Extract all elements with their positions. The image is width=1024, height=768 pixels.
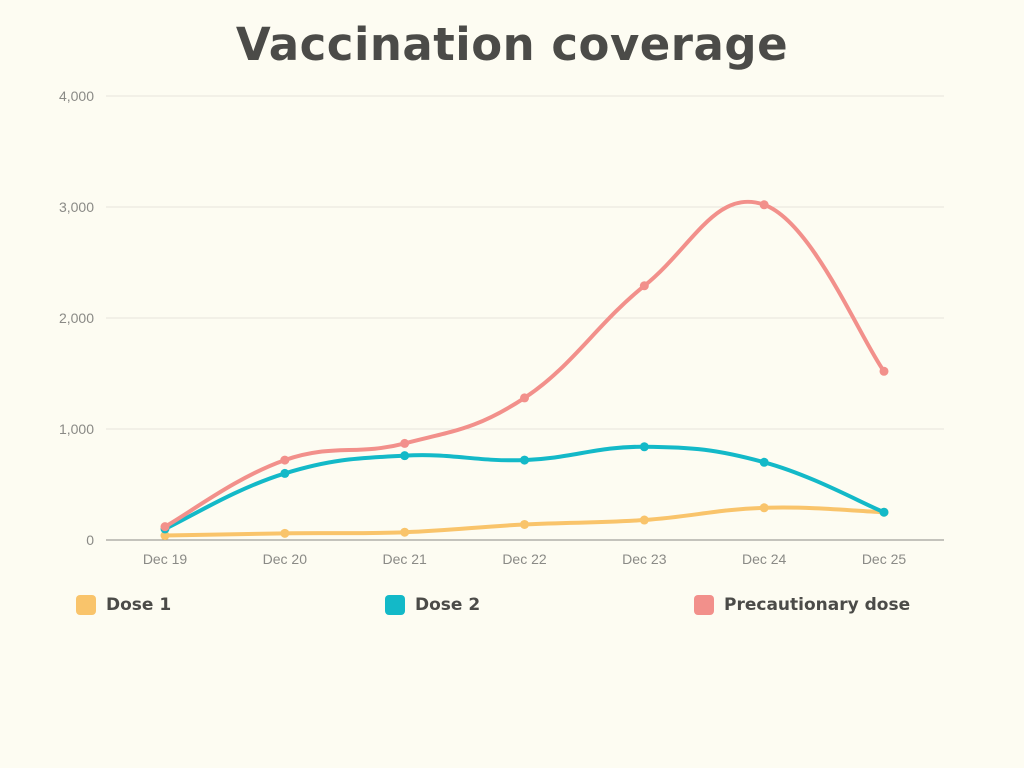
legend-swatch-dose-1 [76,595,96,615]
y-tick-label: 2,000 [59,310,94,326]
chart-title: Vaccination coverage [235,18,789,71]
series-precautionary-dose [160,199,889,532]
data-point-precautionary-dose[interactable] [759,200,769,210]
legend-label-precautionary-dose: Precautionary dose [724,595,911,615]
data-point-dose-2[interactable] [759,457,769,467]
data-point-dose-2[interactable] [280,468,290,478]
data-point-dose-2[interactable] [879,507,889,517]
series-layer [160,199,889,541]
data-point-dose-2[interactable] [400,451,410,461]
data-point-dose-1[interactable] [400,527,410,537]
y-tick-label: 3,000 [59,199,94,215]
series-dose-1 [160,503,889,541]
x-tick-label: Dec 21 [382,551,427,567]
data-point-precautionary-dose[interactable] [400,438,410,448]
data-point-precautionary-dose[interactable] [280,455,290,465]
data-point-precautionary-dose[interactable] [879,366,889,376]
legend-swatch-dose-2 [385,595,405,615]
data-point-precautionary-dose[interactable] [520,393,529,403]
x-tick-label: Dec 19 [143,551,188,567]
y-tick-label: 0 [86,532,94,548]
series-dose-2 [160,442,889,534]
data-point-dose-2[interactable] [520,455,529,465]
legend-label-dose-2: Dose 2 [415,595,481,615]
data-point-dose-1[interactable] [639,515,649,525]
data-point-dose-1[interactable] [160,531,170,541]
y-tick-label: 4,000 [59,88,94,104]
data-point-precautionary-dose[interactable] [160,522,170,532]
x-tick-label: Dec 23 [622,551,667,567]
y-axis-ticks: 0 1,000 2,000 3,000 4,000 [59,88,94,548]
data-point-precautionary-dose[interactable] [639,281,649,291]
gridlines [106,95,944,541]
x-tick-label: Dec 25 [862,551,907,567]
legend-item-precautionary-dose[interactable]: Precautionary dose [694,592,910,618]
data-point-dose-1[interactable] [280,528,290,538]
data-point-dose-2[interactable] [639,442,649,452]
x-tick-label: Dec 22 [502,551,547,567]
data-point-dose-1[interactable] [520,519,529,529]
x-tick-label: Dec 20 [263,551,308,567]
legend-swatch-precautionary-dose [694,595,714,615]
x-tick-label: Dec 24 [742,551,787,567]
legend-item-dose-1[interactable]: Dose 1 [76,592,171,618]
x-axis-ticks: Dec 19 Dec 20 Dec 21 Dec 22 Dec 23 Dec 24 Dec … [143,551,907,567]
y-tick-label: 1,000 [59,421,94,437]
data-point-dose-1[interactable] [759,503,769,513]
legend: Dose 1 Dose 2 Precautionary dose [0,592,1024,620]
legend-label-dose-1: Dose 1 [106,595,172,615]
legend-item-dose-2[interactable]: Dose 2 [385,592,480,618]
